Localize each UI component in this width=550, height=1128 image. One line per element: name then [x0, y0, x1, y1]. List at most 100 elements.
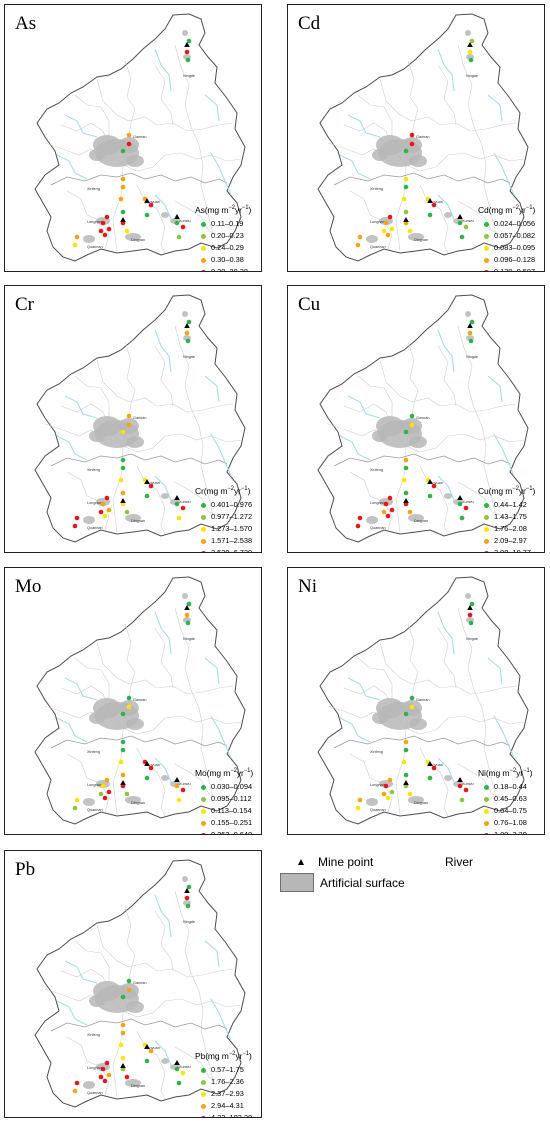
county-boundary: [66, 1036, 110, 1096]
river-line: [339, 154, 371, 180]
sample-site-marker: [120, 772, 126, 778]
sample-site-marker: [72, 242, 78, 248]
study-area-boundary: [34, 13, 246, 262]
sample-site-marker: [174, 1066, 180, 1072]
legend-title: Mo(mg m−2yr−1): [195, 768, 254, 778]
legend-range: 0.39–39.38: [211, 267, 248, 272]
artificial-surface-area: [372, 712, 388, 724]
sample-site-marker: [144, 1058, 150, 1064]
sample-site-marker: [176, 1080, 182, 1086]
legend-item: 1.43–1.75: [478, 511, 544, 523]
legend-dot-icon: [484, 832, 489, 834]
legend-item: 2.98–10.77: [478, 547, 544, 552]
artificial-surface-area: [182, 311, 188, 317]
legend-item: 0.57–1.75: [195, 1064, 261, 1076]
place-label: Xinfeng: [370, 750, 383, 754]
sample-site-marker: [389, 789, 395, 795]
river-line: [210, 152, 232, 196]
sample-site-marker: [184, 612, 190, 618]
county-boundary: [174, 890, 214, 1082]
legend-dot-icon: [201, 221, 206, 227]
river-line: [437, 194, 455, 220]
river-line: [64, 114, 98, 138]
place-label: Xunwu: [462, 500, 474, 504]
sample-site-marker: [385, 795, 391, 801]
county-boundary: [349, 471, 393, 531]
legend-item: 0.30–0.38: [195, 254, 261, 266]
place-label: Longnan: [87, 783, 102, 787]
legend-range: 1.571–2.538: [211, 536, 253, 545]
river-line: [339, 435, 371, 461]
sample-site-marker: [427, 212, 433, 218]
sample-site-marker: [126, 695, 132, 701]
river-line: [154, 475, 172, 501]
sample-site-marker: [102, 232, 108, 238]
place-label: Anyuan: [147, 481, 160, 485]
legend-dot-icon: [484, 784, 489, 790]
sample-site-marker: [72, 523, 78, 529]
legend-item: 2.94–4.31: [195, 1100, 261, 1112]
artificial-surface-area: [83, 798, 95, 806]
sample-site-marker: [383, 501, 389, 507]
mine-point-marker: [403, 217, 409, 222]
mine-point-marker: [174, 495, 180, 500]
county-boundary: [96, 924, 234, 978]
legend-range: 2.09–2.97: [494, 536, 527, 545]
sample-site-marker: [355, 805, 361, 811]
sample-site-marker: [186, 319, 192, 325]
county-boundary: [154, 627, 174, 689]
place-label: Dingnan: [131, 1084, 145, 1088]
sample-site-marker: [387, 214, 393, 220]
sample-site-marker: [409, 132, 415, 138]
place-label: Anyuan: [430, 481, 443, 485]
mine-point-marker: [174, 214, 180, 219]
sample-site-marker: [355, 523, 361, 529]
legend-dot-icon: [201, 233, 206, 239]
sample-site-marker: [176, 234, 182, 240]
place-label: Dingnan: [414, 801, 428, 805]
artificial-surface-area: [408, 514, 424, 522]
county-boundary: [343, 403, 525, 453]
sample-site-marker: [106, 1072, 112, 1078]
river-line: [56, 154, 88, 180]
legend-dot-icon: [201, 1091, 206, 1097]
sample-site-marker: [106, 789, 112, 795]
legend-item: 0.18–0.44: [478, 781, 544, 793]
legend-range: 0.44–1.42: [494, 500, 527, 509]
county-boundary: [333, 172, 511, 186]
river-line: [347, 677, 381, 701]
study-area-boundary: [34, 294, 246, 543]
artificial-surface-area: [83, 1081, 95, 1089]
sample-site-marker: [469, 38, 475, 44]
place-label: Longnan: [370, 783, 385, 787]
county-boundary: [50, 1018, 228, 1032]
legend-dot-icon: [201, 808, 206, 814]
legend-dot-icon: [201, 832, 206, 834]
legend-title: Cd(mg m−2yr−1): [478, 205, 536, 215]
legend-item: 1.273–1.570: [195, 523, 261, 535]
mine-point-marker: [120, 1063, 126, 1068]
sample-site-marker: [174, 783, 180, 789]
river-line: [56, 1000, 88, 1026]
place-label: Longnan: [370, 501, 385, 505]
legend-item: 0.45–0.63: [478, 793, 544, 805]
legend-dot-icon: [201, 257, 206, 263]
legend-range: 0.977–1.272: [211, 512, 253, 521]
place-label: Anyuan: [147, 763, 160, 767]
place-label: Xunwu: [179, 1065, 191, 1069]
sample-site-marker: [100, 1066, 106, 1072]
legend: Cd(mg m−2yr−1) 0.024–0.056 0.057–0.082 0.08…: [478, 205, 544, 271]
county-boundary: [174, 200, 224, 238]
mine-point-marker: [120, 780, 126, 785]
county-boundary: [333, 735, 511, 749]
sample-site-marker: [148, 765, 154, 771]
county-boundary: [174, 763, 224, 801]
river-line: [493, 152, 515, 196]
sample-site-marker: [106, 226, 112, 232]
legend-range: 0.024–0.056: [494, 219, 536, 228]
legend-range: 0.083–0.095: [494, 243, 536, 252]
sample-site-marker: [106, 507, 112, 513]
county-boundary: [457, 44, 497, 236]
sample-site-marker: [409, 695, 415, 701]
county-boundary: [60, 122, 242, 172]
